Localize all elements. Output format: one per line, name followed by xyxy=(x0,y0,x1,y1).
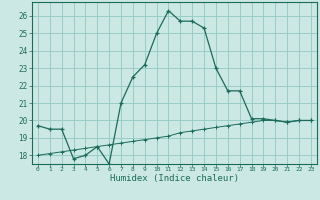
X-axis label: Humidex (Indice chaleur): Humidex (Indice chaleur) xyxy=(110,174,239,183)
